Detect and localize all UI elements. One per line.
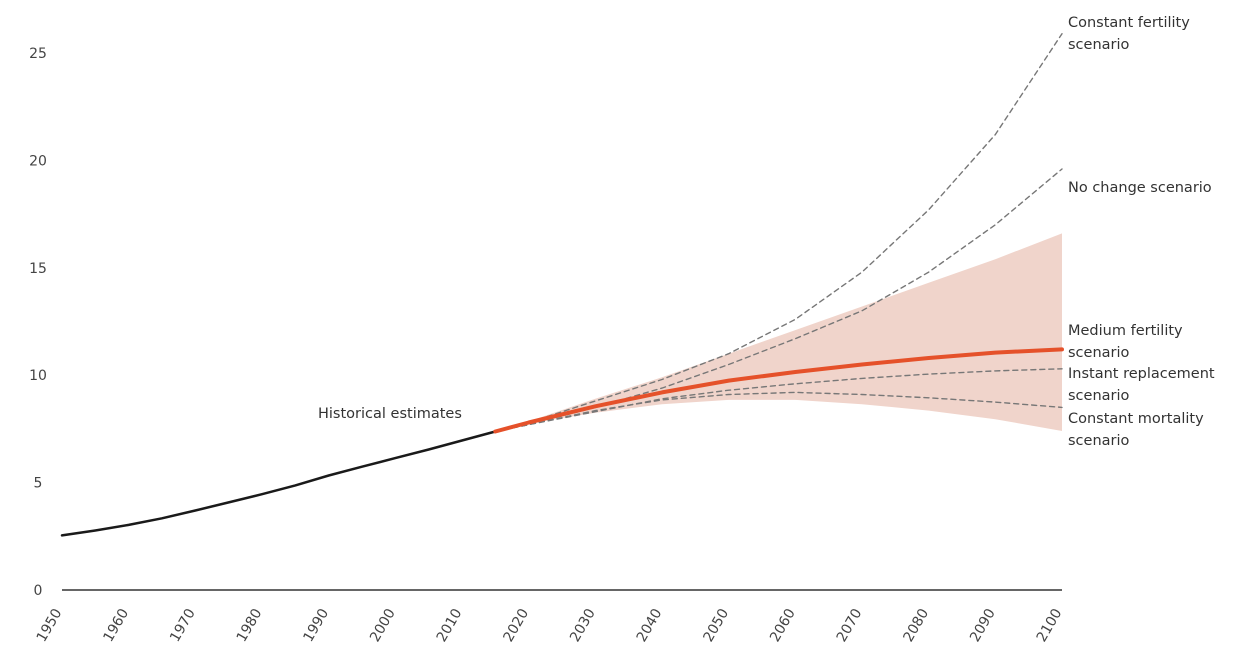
annotation-no-change: No change scenario: [1068, 180, 1212, 196]
y-tick-label: 5: [34, 476, 43, 492]
x-tick-label: 2050: [700, 606, 732, 645]
y-tick-label: 15: [29, 261, 47, 277]
series-line-constant-mortality: [494, 391, 1063, 433]
y-tick-label: 10: [29, 368, 47, 384]
series-layer: [60, 33, 1064, 537]
x-tick-label: 2090: [967, 606, 999, 645]
x-tick-label: 1960: [100, 606, 132, 645]
x-tick-label: 2000: [367, 606, 399, 645]
series-line-historical: [60, 430, 497, 537]
prediction-band: [495, 233, 1062, 432]
annotation-medium: Medium fertility scenario: [1068, 323, 1183, 361]
y-tick-label: 25: [29, 46, 47, 62]
x-tick-label: 1970: [167, 606, 199, 645]
x-tick-label: 2020: [500, 606, 532, 645]
x-tick-label: 2100: [1034, 606, 1066, 645]
x-tick-label: 1980: [234, 606, 266, 645]
label-layer: Historical estimates Constant fertility sc…: [318, 15, 1215, 449]
x-tick-label: 2060: [767, 606, 799, 645]
band-layer: [495, 233, 1062, 432]
x-tick-label: 2080: [900, 606, 932, 645]
series-line-medium: [493, 347, 1064, 434]
x-tick-label: 2040: [634, 606, 666, 645]
annotation-constant-mortality: Constant mortality scenario: [1068, 411, 1204, 449]
x-tick-label: 2010: [434, 606, 466, 645]
x-tick-label: 1990: [300, 606, 332, 645]
x-tick-label: 1950: [34, 606, 66, 645]
y-tick-label: 0: [34, 583, 43, 599]
annotation-constant-fertility: Constant fertility scenario: [1068, 15, 1190, 53]
annotation-instant-replacement: Instant replacement scenario: [1068, 366, 1215, 404]
series-line-constant-fertility: [494, 33, 1063, 433]
y-tick-label: 20: [29, 153, 47, 169]
annotation-historical: Historical estimates: [318, 406, 462, 422]
x-tick-label: 2030: [567, 606, 599, 645]
x-tick-label: 2070: [834, 606, 866, 645]
